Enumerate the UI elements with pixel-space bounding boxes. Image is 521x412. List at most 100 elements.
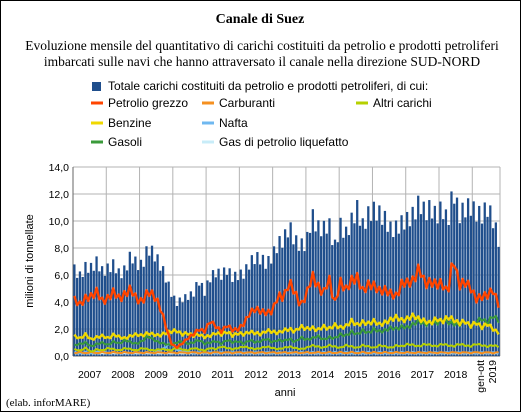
legend-label: Totale carichi costituiti da petrolio e … [108, 79, 428, 93]
bar [139, 259, 143, 356]
bar [411, 206, 414, 356]
legend-label: Gas di petrolio liquefatto [219, 135, 349, 149]
bar [100, 266, 104, 356]
bar [353, 223, 356, 356]
bar [164, 282, 168, 356]
bar [494, 222, 497, 356]
bar [328, 218, 331, 356]
y-axis-label: milioni di tonnellate [24, 214, 36, 308]
bar [181, 302, 184, 356]
bar-series [73, 191, 500, 356]
bar [261, 254, 265, 356]
bar [167, 281, 170, 356]
legend-label: Altri carichi [373, 96, 432, 110]
y-tick-label: 10,0 [49, 216, 70, 228]
bar [436, 223, 439, 356]
bar [472, 201, 475, 356]
bar [84, 261, 87, 356]
bar [381, 224, 384, 356]
bar [134, 256, 137, 356]
bar [259, 264, 262, 356]
bar [267, 255, 270, 356]
chart-subtitle-line-1: Evoluzione mensile del quantitativo di c… [25, 38, 499, 53]
bar [192, 296, 195, 356]
bar [325, 233, 328, 356]
legend-label: Gasoli [108, 135, 142, 149]
bar [331, 245, 334, 356]
bar [475, 221, 478, 356]
bar [239, 269, 242, 356]
bar [469, 215, 473, 356]
x-tick-label: 2017 [411, 369, 435, 381]
bar [486, 216, 489, 356]
x-tick-label: 2011 [211, 369, 234, 381]
bar [92, 270, 95, 356]
series-line-benzine [73, 312, 500, 341]
bar [372, 201, 375, 356]
bar [403, 229, 406, 356]
bar [89, 262, 93, 356]
bar [103, 275, 107, 356]
chart-title: Canale di Suez [216, 12, 305, 27]
bar [286, 237, 290, 356]
x-axis-label: anni [275, 387, 296, 399]
bar [220, 279, 223, 356]
bar [153, 261, 156, 356]
bar [245, 264, 248, 356]
bar [350, 212, 353, 356]
bar [109, 272, 112, 356]
bar [383, 210, 387, 356]
bar [148, 255, 151, 356]
bar [87, 272, 90, 356]
x-tick-label: 2016 [377, 369, 401, 381]
bar [186, 299, 190, 356]
bar [73, 264, 76, 356]
y-tick-label: 6,0 [54, 270, 69, 282]
bar [106, 263, 109, 356]
bar [414, 219, 417, 356]
bar [497, 246, 500, 356]
chart-subtitle-line-2: imbarcati sulle navi che hanno attravers… [44, 54, 481, 69]
bar [272, 246, 276, 356]
bar [314, 231, 317, 356]
bar [189, 291, 192, 356]
x-tick-label: 2008 [111, 369, 135, 381]
bar [466, 198, 470, 356]
bar [209, 282, 212, 356]
bar [344, 226, 348, 356]
x-tick-label-last: gen-ott [475, 360, 487, 393]
x-tick-label: 2010 [178, 369, 202, 381]
credit-note: (elab. inforMARE) [6, 397, 91, 409]
legend-label: Carburanti [219, 96, 275, 110]
bar [417, 195, 420, 356]
series-line-carburanti [74, 350, 499, 355]
legend-swatch [92, 82, 101, 91]
bar [358, 225, 362, 356]
series-line-petrolio-grezzo [73, 262, 500, 350]
bar [178, 297, 181, 356]
bar [320, 236, 323, 356]
bar [225, 274, 229, 356]
bar [125, 270, 129, 356]
bar [142, 266, 145, 356]
bar [150, 245, 154, 356]
bar [250, 255, 253, 356]
bar [256, 252, 259, 356]
bar [275, 253, 278, 356]
bar [200, 282, 204, 356]
bar [206, 280, 209, 356]
x-tick-label: 2013 [278, 369, 302, 381]
bar [394, 220, 398, 356]
x-tick-label: 2014 [311, 369, 335, 381]
bar [78, 271, 82, 356]
bar [405, 211, 409, 356]
bar [228, 268, 231, 356]
x-tick-label: 2012 [244, 369, 268, 381]
bar [231, 281, 234, 356]
y-tick-label: 12,0 [49, 189, 70, 201]
bar [156, 254, 159, 356]
bar [145, 246, 148, 356]
bar [98, 271, 101, 356]
bar [483, 202, 486, 356]
